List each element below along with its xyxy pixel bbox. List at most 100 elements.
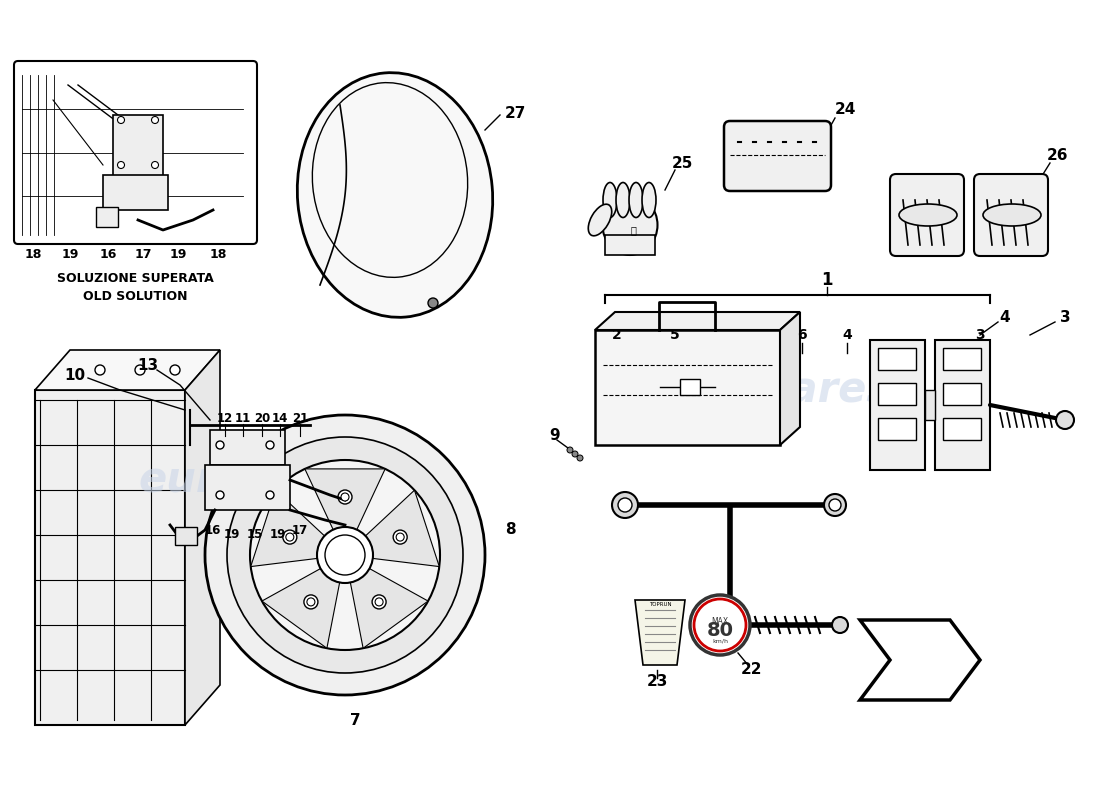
Circle shape: [832, 617, 848, 633]
Text: 4: 4: [843, 328, 851, 342]
Circle shape: [824, 494, 846, 516]
Circle shape: [95, 365, 104, 375]
FancyBboxPatch shape: [724, 121, 830, 191]
Text: 16: 16: [99, 249, 117, 262]
Text: SOLUZIONE SUPERATA: SOLUZIONE SUPERATA: [56, 271, 213, 285]
Text: 3: 3: [1059, 310, 1070, 326]
Bar: [870, 340, 925, 470]
Circle shape: [205, 415, 485, 695]
Circle shape: [216, 441, 224, 449]
Text: OLD SOLUTION: OLD SOLUTION: [82, 290, 187, 302]
Text: TOPRUN: TOPRUN: [649, 602, 671, 607]
Text: MAX: MAX: [712, 617, 728, 626]
Text: 9: 9: [550, 427, 560, 442]
Text: 20: 20: [254, 411, 271, 425]
Text: 18: 18: [24, 249, 42, 262]
Bar: [878, 348, 916, 370]
Text: 12: 12: [217, 411, 233, 425]
Circle shape: [266, 441, 274, 449]
Text: 19: 19: [223, 529, 240, 542]
Circle shape: [283, 530, 297, 544]
Circle shape: [612, 492, 638, 518]
Bar: [103, 175, 168, 210]
Text: 15: 15: [246, 529, 263, 542]
Bar: [943, 418, 981, 440]
Text: 27: 27: [505, 106, 527, 121]
Bar: [595, 330, 780, 445]
Text: 7: 7: [350, 713, 361, 728]
Circle shape: [227, 437, 463, 673]
Text: 19: 19: [169, 249, 187, 262]
Circle shape: [304, 595, 318, 609]
Polygon shape: [185, 350, 220, 725]
Circle shape: [428, 298, 438, 308]
Bar: [878, 383, 916, 405]
Ellipse shape: [983, 204, 1041, 226]
Circle shape: [324, 535, 365, 575]
Circle shape: [135, 365, 145, 375]
Polygon shape: [925, 390, 935, 420]
Polygon shape: [35, 390, 185, 725]
Circle shape: [1056, 411, 1074, 429]
Circle shape: [396, 533, 404, 541]
Bar: [175, 527, 197, 545]
Circle shape: [341, 493, 349, 501]
Circle shape: [152, 162, 158, 169]
Text: 6: 6: [798, 328, 806, 342]
Ellipse shape: [297, 73, 493, 318]
Circle shape: [372, 595, 386, 609]
Polygon shape: [860, 620, 980, 700]
Bar: [943, 383, 981, 405]
Ellipse shape: [588, 204, 612, 236]
Circle shape: [250, 460, 440, 650]
Text: 5: 5: [670, 328, 680, 342]
Circle shape: [690, 595, 750, 655]
Circle shape: [286, 533, 294, 541]
Polygon shape: [635, 600, 685, 665]
Text: eurospares: eurospares: [628, 369, 892, 411]
Text: 24: 24: [834, 102, 856, 118]
Circle shape: [572, 451, 578, 457]
Text: 3: 3: [976, 328, 984, 342]
Text: 23: 23: [647, 674, 668, 690]
Polygon shape: [365, 490, 439, 566]
Bar: [680, 379, 700, 395]
Text: 19: 19: [62, 249, 79, 262]
Text: 13: 13: [138, 358, 158, 373]
Text: 10: 10: [65, 367, 86, 382]
Ellipse shape: [603, 182, 617, 218]
Circle shape: [393, 530, 407, 544]
FancyBboxPatch shape: [974, 174, 1048, 256]
Text: 19: 19: [270, 529, 286, 542]
Circle shape: [317, 527, 373, 583]
Ellipse shape: [629, 182, 644, 218]
Ellipse shape: [616, 182, 630, 218]
FancyBboxPatch shape: [14, 61, 257, 244]
Text: 1: 1: [822, 271, 833, 289]
Text: 4: 4: [1000, 310, 1010, 326]
Circle shape: [829, 499, 842, 511]
Text: 18: 18: [209, 249, 227, 262]
Text: 16: 16: [205, 523, 221, 537]
Circle shape: [694, 599, 746, 651]
Polygon shape: [860, 620, 980, 700]
Circle shape: [338, 490, 352, 504]
Circle shape: [578, 455, 583, 461]
Text: 17: 17: [134, 249, 152, 262]
Text: 17: 17: [292, 523, 308, 537]
Ellipse shape: [603, 195, 658, 255]
Circle shape: [375, 598, 383, 606]
Circle shape: [118, 162, 124, 169]
Polygon shape: [262, 569, 340, 648]
Circle shape: [170, 365, 180, 375]
FancyBboxPatch shape: [890, 174, 964, 256]
Polygon shape: [595, 312, 800, 330]
Polygon shape: [350, 569, 428, 648]
Bar: [878, 418, 916, 440]
Text: 8: 8: [505, 522, 516, 538]
Polygon shape: [251, 490, 324, 566]
Ellipse shape: [899, 204, 957, 226]
Text: eurospares: eurospares: [139, 459, 402, 501]
Text: 21: 21: [292, 411, 308, 425]
Polygon shape: [205, 465, 290, 510]
